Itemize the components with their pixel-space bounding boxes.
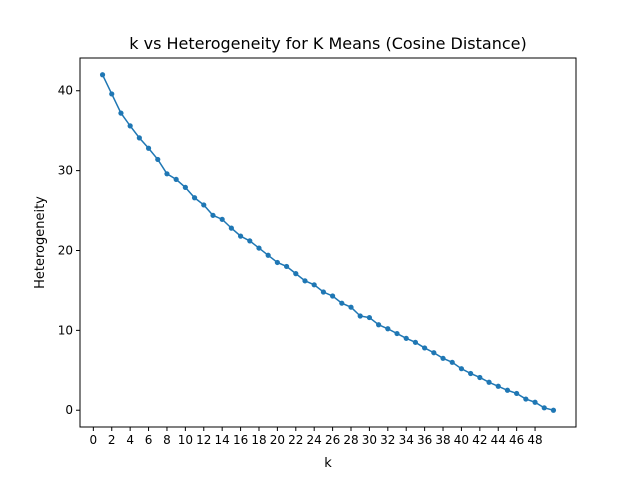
data-point (366, 314, 373, 321)
x-tick-label: 20 (270, 433, 285, 447)
data-point (302, 278, 308, 284)
x-tick-label: 28 (343, 433, 358, 447)
x-axis-label: k (324, 456, 332, 471)
plot-area (99, 72, 557, 413)
x-tick-label: 42 (472, 433, 487, 447)
data-point (274, 259, 280, 266)
x-tick-label: 34 (399, 433, 414, 447)
data-point (431, 350, 437, 356)
data-point (283, 263, 290, 270)
x-tick-label: 18 (251, 433, 266, 447)
x-axis-ticks: 0 2 4 6 8 10 12 14 16 18 20 22 24 26 28 30 32 34 36 38 40 42 4… (90, 427, 543, 447)
data-point (523, 396, 529, 402)
data-point (514, 390, 520, 397)
data-point (449, 359, 455, 365)
x-tick-label: 48 (527, 433, 542, 447)
data-point (219, 216, 225, 222)
data-point (348, 304, 354, 310)
x-tick-label: 16 (233, 433, 248, 447)
data-point (173, 176, 179, 183)
data-point (403, 335, 409, 341)
data-point (293, 271, 299, 277)
data-point (265, 252, 271, 258)
data-point (394, 330, 400, 337)
x-tick-label: 32 (380, 433, 395, 447)
data-point (541, 405, 547, 411)
chart-title: k vs Heterogeneity for K Means (Cosine D… (129, 34, 526, 53)
data-point (311, 282, 317, 288)
data-point (182, 184, 188, 190)
x-tick-label: 12 (196, 433, 211, 447)
data-point (191, 195, 198, 201)
data-point (201, 202, 207, 208)
x-tick-label: 26 (325, 433, 340, 447)
x-tick-label: 24 (307, 433, 322, 447)
data-point (136, 135, 142, 141)
x-tick-label: 44 (491, 433, 506, 447)
data-point (486, 379, 492, 385)
y-tick-label: 30 (58, 164, 73, 178)
x-tick-label: 2 (108, 433, 116, 447)
data-point (550, 407, 557, 413)
x-tick-label: 10 (178, 433, 193, 447)
x-tick-label: 0 (90, 433, 98, 447)
x-tick-label: 30 (362, 433, 377, 447)
x-tick-label: 14 (215, 433, 230, 447)
data-point (504, 387, 511, 393)
data-point (237, 233, 244, 239)
data-point (210, 212, 216, 218)
data-point (164, 171, 170, 177)
data-point (440, 355, 446, 361)
data-point (109, 91, 115, 97)
data-point (422, 345, 428, 351)
x-tick-label: 40 (454, 433, 469, 447)
y-axis-ticks: 0 10 20 30 40 (58, 84, 80, 417)
series-line (101, 74, 554, 411)
x-tick-label: 22 (288, 433, 303, 447)
data-point (118, 110, 124, 116)
x-tick-label: 6 (145, 433, 153, 447)
data-point (247, 238, 253, 244)
x-tick-label: 8 (163, 433, 171, 447)
data-point (320, 289, 326, 295)
x-tick-label: 36 (417, 433, 432, 447)
data-point (532, 399, 538, 405)
data-point (477, 374, 483, 381)
y-tick-label: 20 (58, 243, 73, 257)
x-tick-label: 46 (509, 433, 524, 447)
x-tick-label: 38 (435, 433, 450, 447)
data-point (495, 383, 501, 389)
data-point (330, 293, 336, 299)
data-point (339, 300, 345, 306)
data-point (412, 339, 419, 345)
data-point (155, 156, 161, 163)
data-point (357, 313, 363, 319)
y-axis-label: Heterogeneity (33, 196, 48, 289)
data-point (458, 366, 465, 372)
data-point (145, 145, 152, 151)
data-point (127, 123, 133, 129)
y-tick-label: 10 (58, 323, 73, 337)
data-point (99, 72, 106, 78)
axes-frame (79, 57, 577, 428)
data-point (256, 245, 262, 251)
data-point (385, 326, 391, 332)
y-tick-label: 0 (65, 403, 73, 417)
y-tick-label: 40 (58, 84, 73, 98)
x-tick-label: 4 (126, 433, 134, 447)
data-point (468, 370, 474, 377)
data-point (376, 322, 382, 328)
data-point (228, 225, 234, 231)
